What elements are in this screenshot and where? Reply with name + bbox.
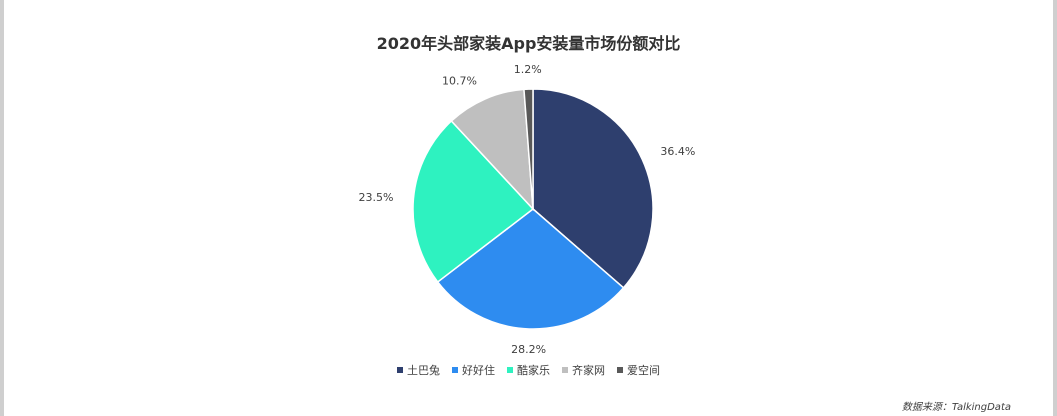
slice-label-1: 36.4% (660, 145, 695, 158)
legend-item-4: 齐家网 (562, 362, 605, 378)
legend-item-3: 酷家乐 (507, 362, 550, 378)
legend-label: 酷家乐 (517, 364, 550, 377)
slice-label-2: 28.2% (511, 343, 546, 356)
legend-swatch-icon (562, 367, 568, 373)
legend-label: 土巴兔 (407, 364, 440, 377)
pie-slice-2 (436, 208, 625, 330)
source-note: 数据来源：TalkingData (901, 402, 1011, 413)
legend-swatch-icon (452, 367, 458, 373)
legend-label: 好好住 (462, 364, 495, 377)
legend-item-5: 爱空间 (617, 362, 660, 378)
legend: 土巴兔 好好住 酷家乐 齐家网 爱空间 (0, 362, 1057, 378)
pie-slice-3 (412, 119, 535, 284)
legend-label: 齐家网 (572, 364, 605, 377)
legend-swatch-icon (507, 367, 513, 373)
legend-swatch-icon (617, 367, 623, 373)
legend-label: 爱空间 (627, 364, 660, 377)
legend-item-2: 好好住 (452, 362, 495, 378)
pie-data-labels: 36.4% 28.2% 23.5% 10.7% 1.2% (359, 63, 696, 356)
chart-title: 2020年头部家装App安装量市场份额对比 (376, 34, 681, 53)
slice-label-3: 23.5% (359, 191, 394, 204)
pie-slices (412, 88, 654, 330)
legend-item-1: 土巴兔 (397, 362, 440, 378)
slice-label-5: 1.2% (514, 63, 542, 76)
slice-label-4: 10.7% (442, 75, 477, 88)
pie-slice-4 (450, 88, 534, 212)
legend-swatch-icon (397, 367, 403, 373)
pie-slice-1 (532, 88, 654, 289)
pie-slice-5 (523, 88, 534, 210)
